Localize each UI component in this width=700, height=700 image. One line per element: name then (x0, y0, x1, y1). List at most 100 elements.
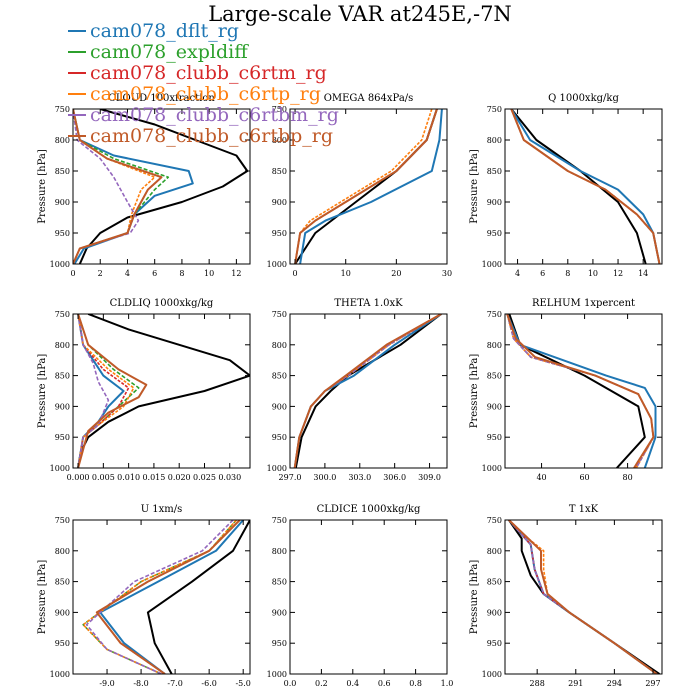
y-tick-label: 900 (487, 402, 502, 411)
series-c6rtbm (77, 314, 110, 468)
panel-1: 0 2 4 6 8 10 12 750 800 850 900 950 1000 CLOUD 100xfr… (37, 93, 251, 278)
y-tick-label: 800 (55, 341, 70, 350)
series-group (506, 314, 657, 468)
legend-item-dflt: cam078_dflt_rg (68, 20, 239, 42)
series-c6rtbp (77, 314, 148, 468)
y-tick-label: 800 (272, 136, 287, 145)
y-tick-label: 1000 (482, 670, 502, 679)
series-dflt (99, 520, 244, 674)
x-tick-label: 297.0 (279, 473, 302, 482)
y-tick-label: 900 (487, 608, 502, 617)
x-tick-label: 6 (540, 269, 545, 278)
panel-5: 297.0 300.0 303.0 306.0 309.0 750 800 850 900 950… (267, 298, 448, 482)
series-group (294, 109, 443, 264)
plot-frame (289, 108, 448, 265)
legend-item-c6rtbp: cam078_clubb_c6rtbp_rg (68, 125, 333, 147)
series-dflt (508, 520, 658, 674)
series-obs (294, 314, 442, 468)
y-tick-label: 900 (272, 198, 287, 207)
x-tick-label: 0 (70, 269, 75, 278)
series-c6rtbp (506, 314, 655, 468)
series-obs (78, 109, 249, 264)
series-group (82, 520, 250, 674)
x-tick-label: 14 (638, 269, 648, 278)
series-group (508, 520, 660, 674)
x-tick-label: 0.025 (193, 473, 216, 482)
y-tick-label: 850 (272, 372, 287, 381)
series-expldiff (508, 520, 658, 674)
x-tick-label: -5.0 (235, 679, 250, 688)
series-obs (77, 314, 250, 468)
y-tick-label: 1000 (267, 260, 287, 269)
plot-frame (289, 313, 448, 469)
panel-title: Q 1000xkg/kg (548, 93, 619, 104)
x-tick-label: 10 (588, 269, 598, 278)
legend-label: cam078_dflt_rg (90, 20, 239, 42)
legend-label: cam078_clubb_c6rtp_rg (90, 83, 321, 105)
panel-4: 0.000 0.005 0.010 0.015 0.020 0.025 0.030 750 80… (37, 298, 251, 482)
y-tick-label: 800 (487, 547, 502, 556)
x-tick-label: 6 (152, 269, 157, 278)
x-tick-label: 306.0 (383, 473, 406, 482)
x-tick-label: 1.0 (441, 679, 454, 688)
y-tick-label: 1000 (267, 464, 287, 473)
x-tick-label: 2 (98, 269, 103, 278)
panel-2: 0 10 20 30 750 800 850 900 950 1000 OMEGA 864xPa/s (267, 93, 452, 278)
panel-title: OMEGA 864xPa/s (324, 93, 414, 104)
y-tick-label: 900 (55, 402, 70, 411)
legend-label: cam078_clubb_c6rtbp_rg (90, 125, 333, 147)
panel-title: U 1xm/s (141, 504, 183, 515)
y-tick-label: 950 (272, 639, 287, 648)
legend-label: cam078_expldiff (90, 41, 249, 63)
y-tick-label: 850 (55, 167, 70, 176)
x-tick-label: 297 (645, 679, 660, 688)
series-c6rtbp (508, 520, 658, 674)
panel-title: RELHUM 1xpercent (532, 298, 635, 309)
y-axis-label: Pressure [hPa] (469, 560, 480, 635)
x-tick-label: 288 (530, 679, 545, 688)
y-tick-label: 950 (487, 433, 502, 442)
y-tick-label: 750 (487, 516, 502, 525)
series-group (77, 314, 250, 468)
panel-title: CLDICE 1000xkg/kg (317, 504, 421, 515)
x-tick-label: 0.0 (284, 679, 297, 688)
y-tick-label: 800 (272, 341, 287, 350)
y-tick-label: 900 (55, 198, 70, 207)
x-tick-label: 0.010 (117, 473, 140, 482)
y-tick-label: 750 (272, 310, 287, 319)
panel-6: 40 60 80 750 800 850 900 950 1000 RELHUM 1xpercen… (469, 298, 663, 482)
x-tick-label: -7.0 (167, 679, 182, 688)
y-tick-label: 1000 (50, 260, 70, 269)
series-dflt (510, 109, 661, 264)
x-tick-label: 4 (515, 269, 520, 278)
y-tick-label: 850 (272, 167, 287, 176)
y-tick-label: 750 (55, 105, 70, 114)
y-tick-label: 850 (487, 578, 502, 587)
x-tick-label: 0.005 (92, 473, 115, 482)
x-tick-label: 0.4 (346, 679, 359, 688)
y-tick-label: 800 (487, 341, 502, 350)
figure-title: Large-scale VAR at245E,-7N (208, 2, 512, 26)
series-c6rtp (510, 109, 661, 264)
panel-title: THETA 1.0xK (334, 298, 403, 309)
y-tick-label: 800 (55, 136, 70, 145)
series-group (293, 314, 442, 468)
legend-label: cam078_clubb_c6rtbm_rg (90, 104, 339, 126)
y-tick-label: 1000 (50, 670, 70, 679)
y-tick-label: 950 (55, 229, 70, 238)
series-group (510, 109, 661, 264)
x-tick-label: 40 (536, 473, 546, 482)
legend-item-c6rtbm: cam078_clubb_c6rtbm_rg (68, 104, 339, 126)
series-obs (146, 520, 250, 674)
plot-frame (289, 519, 448, 675)
y-tick-label: 800 (55, 547, 70, 556)
x-tick-label: 20 (391, 269, 401, 278)
y-tick-label: 850 (55, 372, 70, 381)
y-tick-label: 800 (487, 136, 502, 145)
panel-title: T 1xK (569, 504, 599, 515)
y-tick-label: 850 (487, 372, 502, 381)
series-expldiff (77, 314, 140, 468)
panel-title: CLOUD 100xfraction (108, 93, 215, 104)
series-obs (508, 314, 646, 468)
